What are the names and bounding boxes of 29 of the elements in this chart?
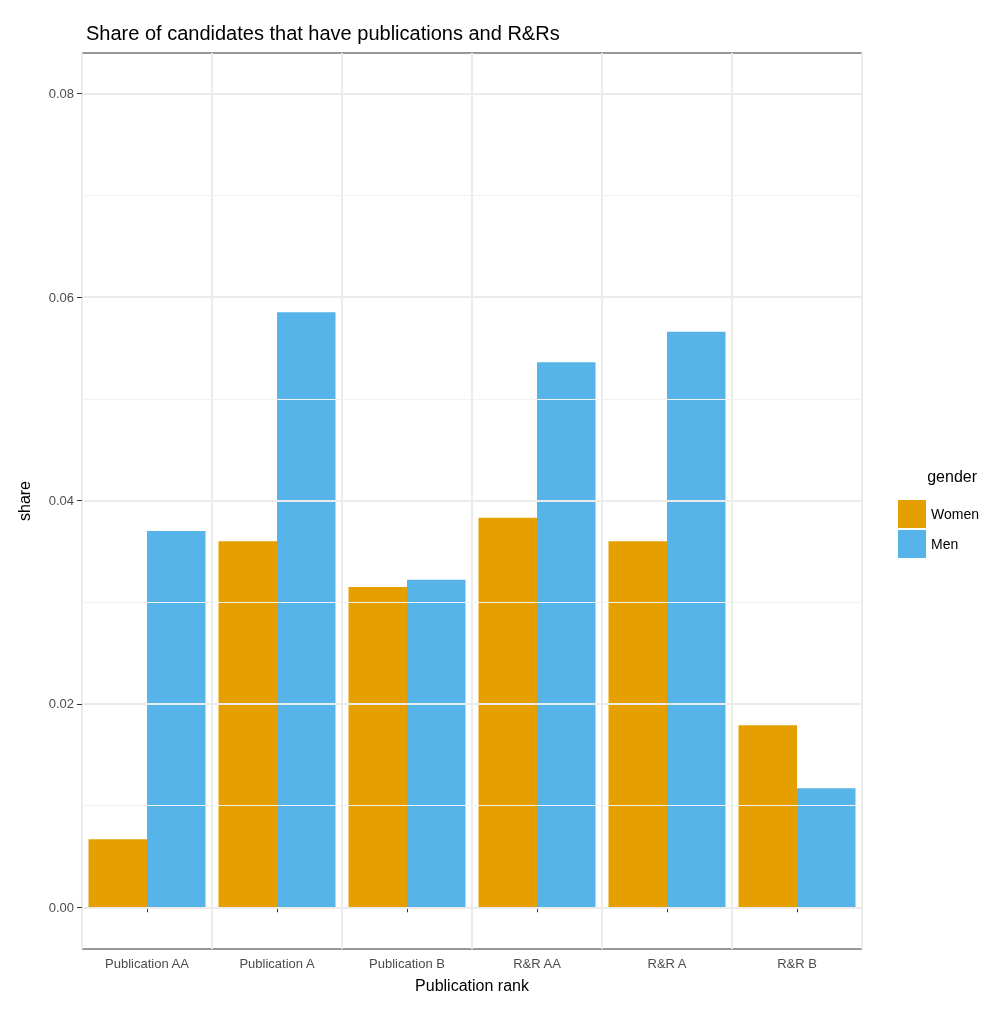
bar [88, 839, 147, 908]
bar [147, 531, 206, 908]
chart-title: Share of candidates that have publications and R&Rs [86, 22, 560, 44]
bar [407, 579, 466, 908]
bar [537, 362, 596, 908]
bar [348, 586, 407, 908]
x-tick-label: Publication B [369, 956, 445, 971]
bar [608, 541, 667, 908]
x-tick-label: Publication AA [105, 956, 190, 971]
legend-title: gender [927, 467, 978, 485]
y-tick-label: 0.00 [48, 899, 74, 915]
bar [738, 725, 797, 908]
x-tick-label: R&R AA [513, 956, 562, 971]
x-axis-title: Publication rank [415, 976, 530, 994]
x-tick-label: R&R A [647, 956, 687, 971]
bar [277, 312, 336, 908]
y-axis-title: share [15, 480, 33, 522]
y-tick-label: 0.06 [48, 289, 74, 305]
x-tick-label: Publication A [239, 956, 315, 971]
y-tick-label: 0.04 [48, 492, 74, 508]
x-tick-label: R&R B [777, 956, 817, 971]
bar [667, 331, 726, 908]
bar [797, 788, 856, 908]
legend-label: Men [931, 536, 959, 552]
bar [218, 541, 277, 908]
legend-label: Women [931, 506, 979, 522]
y-tick-label: 0.02 [48, 696, 74, 712]
y-tick-label: 0.08 [48, 86, 74, 102]
bar [478, 517, 537, 908]
